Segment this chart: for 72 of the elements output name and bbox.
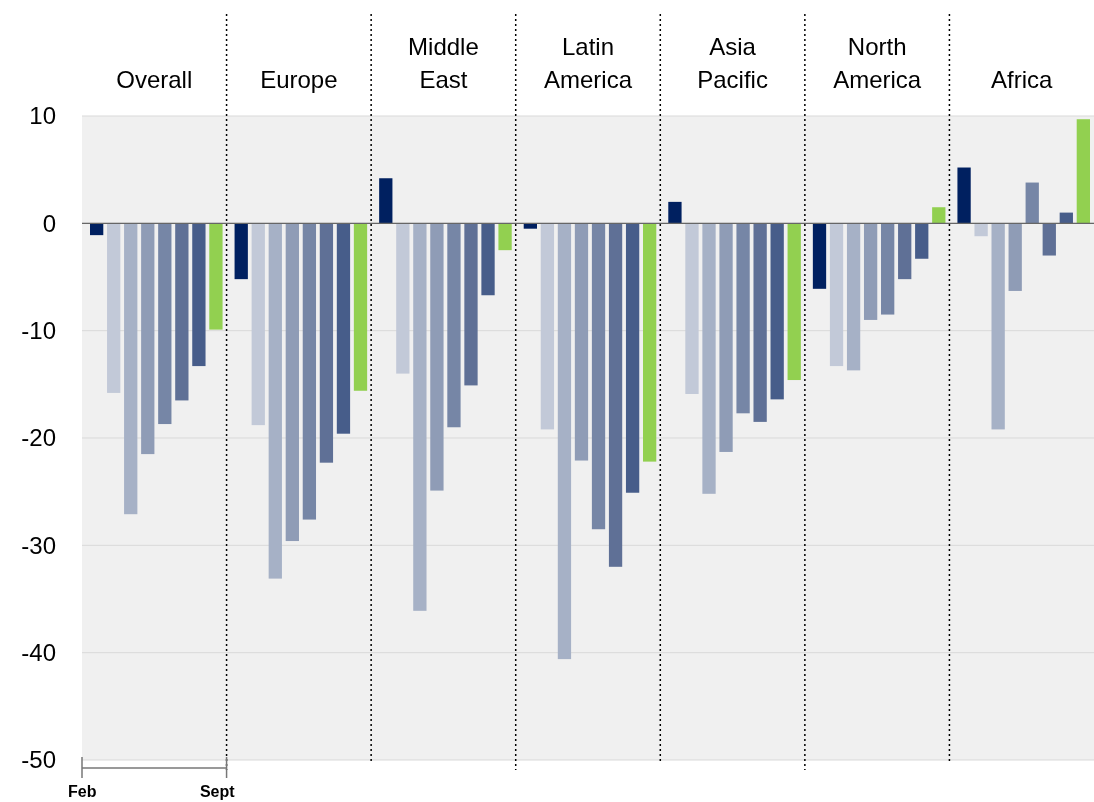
y-tick-label: 10	[29, 102, 56, 130]
x-tick-label: Africa	[991, 66, 1054, 93]
bar	[643, 223, 657, 462]
x-tick-label: Europe	[260, 66, 338, 93]
bar	[175, 223, 189, 401]
bar	[447, 223, 461, 428]
bar	[464, 223, 478, 386]
bar	[668, 201, 682, 224]
bar	[141, 223, 155, 455]
bar	[396, 223, 410, 374]
bar	[974, 223, 988, 237]
bar	[90, 223, 104, 236]
bar	[957, 167, 971, 224]
bar	[107, 223, 121, 393]
bar	[991, 223, 1005, 430]
bar	[158, 223, 172, 425]
x-tick-label: Middle East	[408, 33, 479, 93]
bar	[413, 223, 427, 611]
bar	[685, 223, 699, 394]
bar	[915, 223, 929, 259]
y-tick-label: -30	[21, 531, 56, 559]
bar	[787, 223, 801, 381]
bar	[379, 178, 393, 224]
bar	[812, 223, 827, 289]
bar	[192, 223, 206, 367]
bar	[608, 223, 623, 567]
bar	[1042, 223, 1056, 256]
bar	[557, 223, 572, 660]
bar	[863, 223, 878, 320]
bar	[540, 223, 555, 430]
bar	[336, 223, 351, 434]
bar	[829, 223, 844, 367]
bar	[932, 207, 946, 224]
bar	[770, 223, 784, 400]
bar	[234, 223, 248, 280]
bar	[753, 223, 767, 422]
x-tick-label: North America	[833, 33, 922, 93]
bar	[481, 223, 495, 296]
bar	[209, 223, 223, 330]
y-tick-label: -20	[21, 424, 56, 452]
bar	[319, 223, 334, 463]
bar	[625, 223, 640, 493]
bar	[1059, 212, 1073, 224]
bar	[719, 223, 733, 452]
y-tick-label: -10	[21, 317, 56, 345]
bar	[251, 223, 265, 426]
bar	[498, 223, 512, 251]
x-tick-label: Asia Pacific	[697, 33, 768, 93]
bar	[268, 223, 282, 579]
y-tick-label: -40	[21, 639, 56, 667]
text: Feb	[68, 783, 97, 800]
bar	[1076, 119, 1090, 224]
bar	[353, 223, 368, 391]
bar	[591, 223, 606, 530]
bar	[702, 223, 716, 494]
bar	[430, 223, 444, 491]
x-tick-label: Latin America	[543, 33, 633, 93]
bar	[846, 223, 861, 371]
x-tick-label: Overall	[116, 66, 193, 93]
y-tick-label: 0	[42, 209, 56, 237]
bar	[1008, 223, 1022, 291]
bar	[1025, 182, 1039, 224]
bar	[285, 223, 299, 542]
bar	[736, 223, 750, 414]
bar	[898, 223, 912, 280]
text: Sept	[199, 783, 236, 800]
y-tick-label: -50	[21, 746, 56, 774]
bar	[881, 223, 895, 315]
bar	[124, 223, 138, 515]
bar	[523, 223, 538, 229]
bar	[574, 223, 589, 461]
bar	[302, 223, 317, 520]
